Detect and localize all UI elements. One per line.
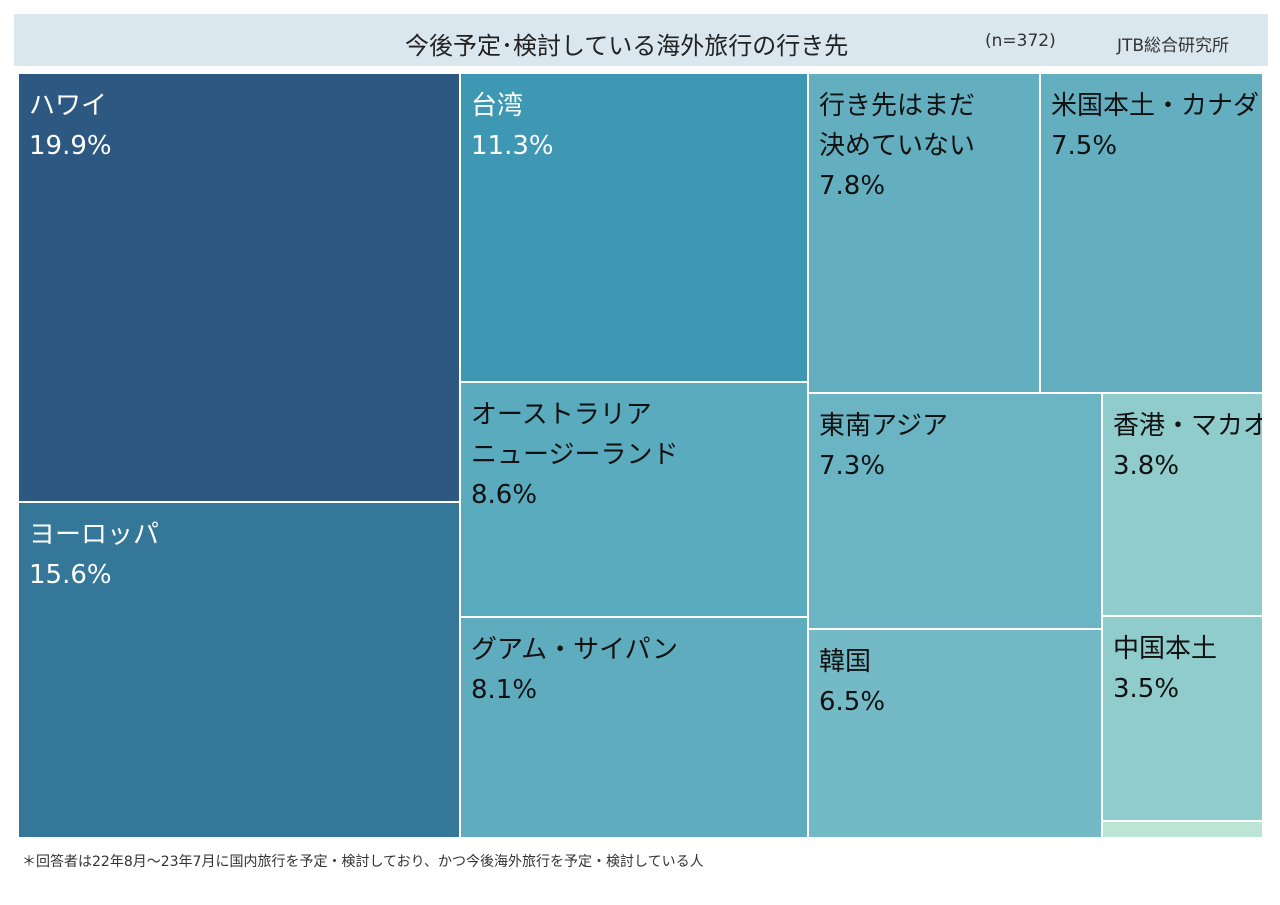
cell-value: 8.6%	[471, 480, 538, 510]
cell-value: 3.5%	[1113, 674, 1180, 704]
cell-value: 7.8%	[819, 171, 886, 201]
cell-label: 東南アジア 7.3%	[819, 406, 948, 486]
treemap-cell-china-mainland: 中国本土 3.5%	[1102, 616, 1263, 821]
cell-label: 韓国 6.5%	[819, 642, 885, 722]
cell-value: 19.9%	[29, 131, 112, 161]
treemap-cell-undecided: 行き先はまだ 決めていない 7.8%	[808, 73, 1040, 393]
cell-name: 行き先はまだ	[819, 91, 976, 121]
cell-label: 米国本土・カナダ 7.5%	[1051, 86, 1259, 166]
treemap-cell-europe: ヨーロッパ 15.6%	[18, 502, 460, 838]
cell-value: 15.6%	[29, 560, 112, 590]
cell-value: 7.5%	[1051, 131, 1118, 161]
treemap-cell-us-canada: 米国本土・カナダ 7.5%	[1040, 73, 1263, 393]
cell-name: 中国本土	[1113, 634, 1218, 664]
cell-name: グアム・サイパン	[471, 635, 678, 665]
cell-name: 台湾	[471, 91, 524, 121]
source-label: JTB総合研究所	[1117, 36, 1230, 56]
cell-name: ニュージーランド	[471, 440, 679, 470]
cell-name: オーストラリア	[471, 400, 652, 430]
cell-name: 香港・マカオ	[1113, 411, 1263, 441]
footnote: ＊回答者は22年8月～23年7月に国内旅行を予定・検討しており、かつ今後海外旅行…	[22, 854, 704, 870]
treemap-cell-guam-saipan: グアム・サイパン 8.1%	[460, 617, 808, 838]
cell-value: 8.1%	[471, 675, 538, 705]
cell-label: 香港・マカオ 3.8%	[1113, 406, 1263, 486]
cell-name: 東南アジア	[819, 411, 948, 441]
cell-label: ハワイ 19.9%	[29, 86, 112, 166]
cell-value: 7.3%	[819, 451, 886, 481]
cell-name: 韓国	[819, 647, 872, 677]
cell-name: ヨーロッパ	[29, 520, 160, 550]
treemap: ハワイ 19.9% ヨーロッパ 15.6% 台湾 11.3% オーストラリア ニュージーランド…	[18, 73, 1263, 838]
cell-label: グアム・サイパン 8.1%	[471, 630, 678, 710]
cell-name: ハワイ	[29, 91, 108, 121]
treemap-cell-taiwan: 台湾 11.3%	[460, 73, 808, 382]
treemap-cell-australia-nz: オーストラリア ニュージーランド 8.6%	[460, 382, 808, 617]
title-bar	[14, 14, 1268, 66]
treemap-cell-southeast-asia: 東南アジア 7.3%	[808, 393, 1102, 629]
sample-size: (n=372)	[985, 31, 1056, 51]
cell-value: 6.5%	[819, 687, 886, 717]
cell-label: 中国本土 3.5%	[1113, 629, 1217, 709]
treemap-cell-hongkong-macau: 香港・マカオ 3.8%	[1102, 393, 1263, 616]
treemap-cell-other	[1102, 821, 1263, 838]
cell-name: 決めていない	[819, 131, 976, 161]
treemap-cell-korea: 韓国 6.5%	[808, 629, 1102, 838]
cell-label: ヨーロッパ 15.6%	[29, 515, 159, 595]
cell-value: 3.8%	[1113, 451, 1180, 481]
cell-value: 11.3%	[471, 131, 554, 161]
chart-title: 今後予定･検討している海外旅行の行き先	[405, 32, 849, 60]
cell-label: 行き先はまだ 決めていない 7.8%	[819, 86, 975, 206]
cell-label: 台湾 11.3%	[471, 86, 554, 166]
cell-label: オーストラリア ニュージーランド 8.6%	[471, 395, 678, 515]
treemap-cell-hawaii: ハワイ 19.9%	[18, 73, 460, 502]
cell-name: 米国本土・カナダ	[1051, 91, 1260, 121]
